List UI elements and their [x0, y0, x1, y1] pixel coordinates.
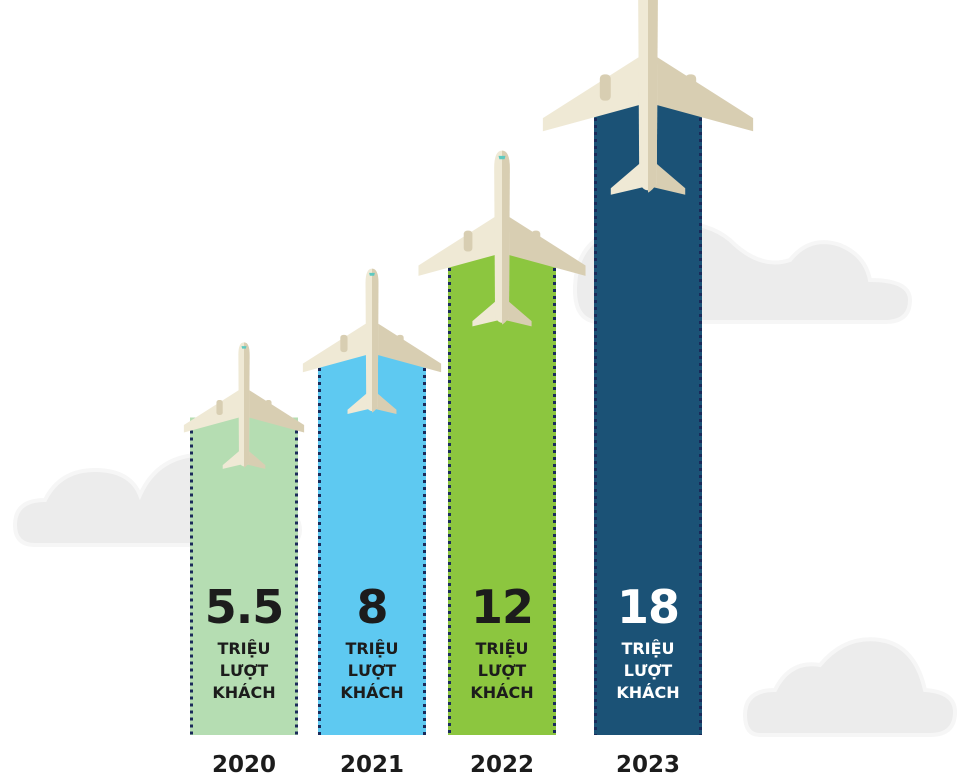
- x-tick-label: 2020: [190, 752, 298, 778]
- plane: [418, 151, 585, 327]
- unit-label: TRIỆU LƯỢT KHÁCH: [613, 638, 683, 704]
- value-label: 5.5: [190, 580, 298, 634]
- value-label: 12: [448, 580, 556, 634]
- x-tick-label: 2021: [318, 752, 426, 778]
- plane-engine: [216, 400, 222, 415]
- x-tick-label: 2022: [448, 752, 556, 778]
- cloud: [745, 639, 955, 735]
- plane-engine: [464, 231, 473, 252]
- plane-cockpit: [499, 156, 506, 159]
- plane: [543, 0, 753, 195]
- plane-body-shade: [372, 269, 378, 413]
- plane-engine: [265, 400, 271, 415]
- plane-engine: [685, 74, 696, 100]
- unit-label: TRIỆU LƯỢT KHÁCH: [209, 638, 279, 704]
- plane-body-shade: [502, 151, 510, 325]
- plane-body-shade: [244, 342, 250, 467]
- plane-cockpit: [241, 346, 246, 349]
- value-label: 8: [318, 580, 426, 634]
- x-tick-label: 2023: [594, 752, 702, 778]
- plane-engine: [396, 335, 403, 352]
- unit-label: TRIỆU LƯỢT KHÁCH: [337, 638, 407, 704]
- unit-label: TRIỆU LƯỢT KHÁCH: [467, 638, 537, 704]
- infographic: 5.5TRIỆU LƯỢT KHÁCH20208TRIỆU LƯỢT KHÁCH…: [0, 0, 957, 779]
- plane-engine: [532, 231, 541, 252]
- plane-engine: [340, 335, 347, 352]
- plane-engine: [600, 74, 611, 100]
- plane-cockpit: [369, 273, 375, 276]
- plane-body-shade: [648, 0, 658, 193]
- value-label: 18: [594, 580, 702, 634]
